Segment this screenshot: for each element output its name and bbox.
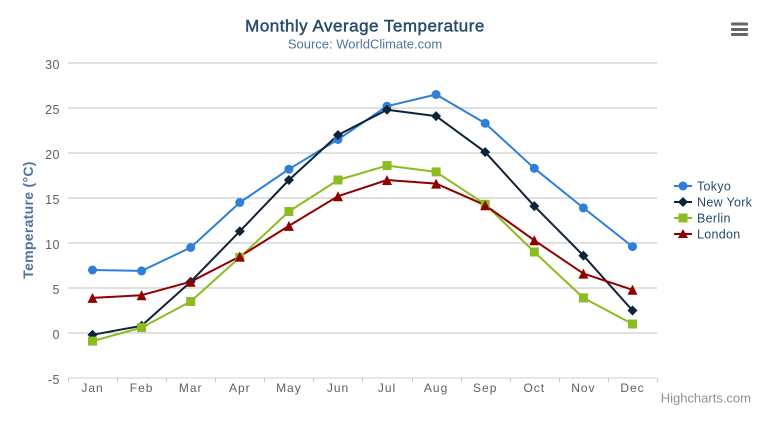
svg-text:Dec: Dec	[620, 381, 644, 395]
svg-text:Sep: Sep	[473, 381, 497, 395]
svg-text:20: 20	[45, 148, 60, 162]
svg-text:Jul: Jul	[378, 381, 396, 395]
svg-text:Berlin: Berlin	[697, 212, 731, 226]
svg-text:Monthly Average Temperature: Monthly Average Temperature	[245, 17, 485, 36]
svg-text:Jun: Jun	[327, 381, 349, 395]
svg-text:25: 25	[45, 103, 60, 117]
svg-text:London: London	[697, 228, 741, 242]
svg-text:Oct: Oct	[523, 381, 545, 395]
svg-text:Apr: Apr	[229, 381, 251, 395]
svg-text:Source: WorldClimate.com: Source: WorldClimate.com	[288, 37, 442, 52]
svg-text:Temperature (°C): Temperature (°C)	[20, 161, 36, 279]
svg-text:10: 10	[45, 238, 60, 252]
svg-text:5: 5	[53, 283, 60, 297]
svg-text:Jan: Jan	[81, 381, 103, 395]
svg-text:Highcharts.com: Highcharts.com	[661, 391, 751, 406]
svg-text:Nov: Nov	[571, 381, 595, 395]
svg-text:15: 15	[45, 193, 60, 207]
svg-text:Feb: Feb	[130, 381, 154, 395]
svg-text:-5: -5	[48, 373, 60, 387]
svg-text:Tokyo: Tokyo	[697, 180, 731, 194]
svg-text:May: May	[276, 381, 302, 395]
svg-text:Aug: Aug	[424, 381, 448, 395]
svg-text:Mar: Mar	[179, 381, 203, 395]
svg-text:30: 30	[45, 58, 60, 72]
svg-text:0: 0	[53, 328, 60, 342]
svg-text:New York: New York	[697, 196, 753, 210]
